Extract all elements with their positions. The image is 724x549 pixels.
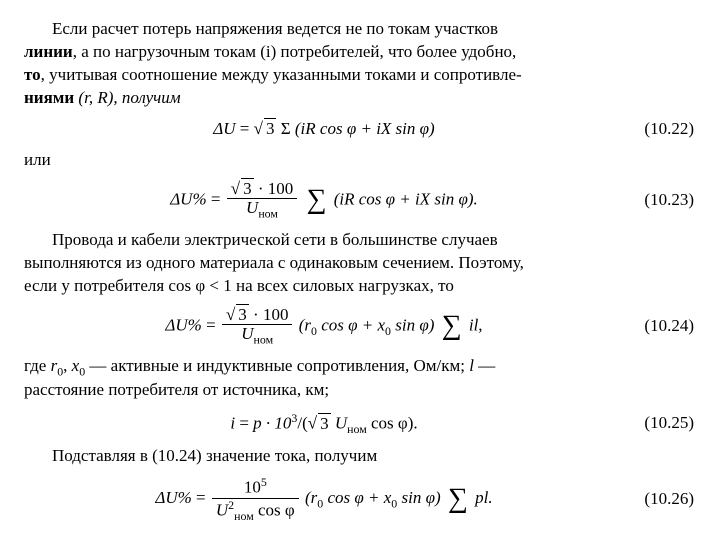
- eq26-tail: pl.: [475, 488, 492, 507]
- para1-l4-rest: (r, R), получим: [74, 88, 180, 107]
- eq23-lhs: ΔU%: [170, 189, 206, 208]
- para1-l1: Если расчет потерь напряжения ведется не…: [24, 18, 700, 41]
- para4: Подставляя в (10.24) значение тока, полу…: [24, 445, 700, 468]
- eq23-frac-rest: · 100: [254, 179, 294, 198]
- para3-d: —: [474, 356, 495, 375]
- equation-10-22: ΔU = √3 Σ (iR cos φ + iX sin φ) (10.22): [24, 118, 700, 141]
- equation-10-23: ΔU% = √3 · 100Uном ∑ (iR cos φ + iX sin …: [24, 180, 700, 221]
- eq26-fn: 10: [244, 478, 261, 497]
- eq23-den-U: U: [246, 198, 258, 217]
- para3-b: ,: [63, 356, 72, 375]
- para3: где r0, x0 — активные и индуктивные сопр…: [24, 355, 700, 402]
- equation-10-24: ΔU% = √3 · 100Uном (r0 cos φ + x0 sin φ)…: [24, 306, 700, 347]
- equation-10-25: i = p · 103/(√3 Uном cos φ). (10.25): [24, 410, 700, 437]
- eq24-frac-rad: √: [226, 305, 235, 324]
- eq25-eq: =: [235, 414, 253, 433]
- eq23-frac-rad-arg: 3: [241, 178, 254, 198]
- eq22-lhs: ΔU: [213, 119, 235, 138]
- eq25-rad: √: [308, 414, 317, 433]
- eq23-body: (iR cos φ + iX sin φ).: [334, 189, 478, 208]
- eq23-num: (10.23): [624, 189, 700, 212]
- equation-10-26: ΔU% = 105U2ном cos φ (r0 cos φ + x0 sin …: [24, 476, 700, 522]
- eq24-eq: =: [202, 315, 220, 334]
- eq26-eq: =: [192, 488, 210, 507]
- sum-icon: ∑: [306, 186, 326, 214]
- eq22-rad-arg: 3: [264, 118, 277, 138]
- eq24-mid1: cos φ + x: [317, 315, 385, 334]
- para1-l3-bold: то: [24, 65, 41, 84]
- eq26-fd-rest: cos φ: [254, 500, 295, 519]
- eq25-rad-arg: 3: [318, 413, 331, 433]
- eq24-lhs: ΔU%: [165, 315, 201, 334]
- para1: Если расчет потерь напряжения ведется не…: [24, 18, 700, 110]
- eq24-mid2: sin φ): [391, 315, 439, 334]
- eq22-rad: √: [254, 119, 263, 138]
- eq22-body: (iR cos φ + iX sin φ): [295, 119, 435, 138]
- para1-l3-rest: , учитывая соотношение между указанными …: [41, 65, 522, 84]
- eq24-tail: il,: [469, 315, 483, 334]
- para2-l1: Провода и кабели электрической сети в бо…: [24, 229, 700, 252]
- eq23-eq: =: [207, 189, 225, 208]
- eq24-frac-rad-arg: 3: [236, 304, 249, 324]
- eq26-fd-U: U: [216, 500, 228, 519]
- eq26-lhs: ΔU%: [155, 488, 191, 507]
- eq26-fd-sub: ном: [234, 509, 254, 523]
- word-ili: или: [24, 149, 700, 172]
- para2-l3: если у потребителя cos φ < 1 на всех сил…: [24, 276, 454, 295]
- eq25-num: (10.25): [624, 412, 700, 435]
- para3-c: — активные и индуктивные сопротивления, …: [85, 356, 469, 375]
- eq26-fn-sup: 5: [261, 475, 267, 489]
- para1-l4-bold: ниями: [24, 88, 74, 107]
- eq23-frac-rad: √: [231, 179, 240, 198]
- para2: Провода и кабели электрической сети в бо…: [24, 229, 700, 298]
- eq26-pre: (r: [305, 488, 317, 507]
- eq24-num: (10.24): [624, 315, 700, 338]
- sum-icon: ∑: [442, 312, 462, 340]
- para1-l2-bold: линии: [24, 42, 73, 61]
- eq26-mid2: sin φ): [397, 488, 445, 507]
- para3-a: где: [24, 356, 51, 375]
- eq24-body-pre: (r: [299, 315, 311, 334]
- eq26-mid1: cos φ + x: [323, 488, 391, 507]
- para3-l2: расстояние потребителя от источника, км;: [24, 380, 329, 399]
- para2-l2: выполняются из одного материала с одинак…: [24, 253, 524, 272]
- eq24-den-sub: ном: [254, 333, 274, 347]
- eq22-eq: =: [236, 119, 254, 138]
- eq25-b: /(: [297, 414, 307, 433]
- eq25-a: p · 10: [253, 414, 291, 433]
- eq23-den-sub: ном: [258, 207, 278, 221]
- eq22-sigma: Σ: [276, 119, 294, 138]
- eq25-sub: ном: [347, 422, 367, 436]
- eq25-c: U: [331, 414, 348, 433]
- eq24-frac-rest: · 100: [249, 305, 289, 324]
- eq24-den-U: U: [241, 324, 253, 343]
- eq26-num: (10.26): [624, 488, 700, 511]
- para1-l2-rest: , а по нагрузочным токам (i) потребителе…: [73, 42, 517, 61]
- sum-icon: ∑: [448, 485, 468, 513]
- eq25-d: cos φ).: [367, 414, 418, 433]
- eq22-num: (10.22): [624, 118, 700, 141]
